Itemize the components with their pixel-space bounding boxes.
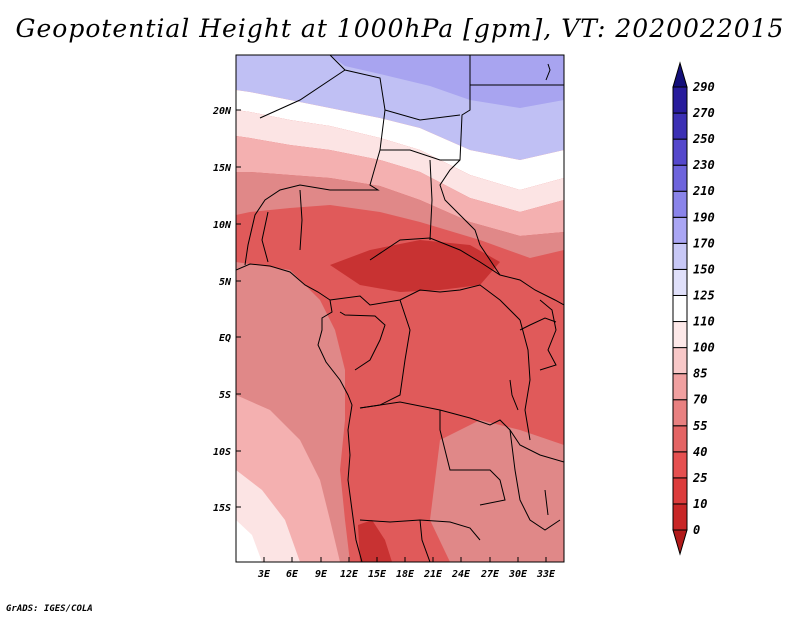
colorbar-label: 85 bbox=[693, 367, 707, 381]
lat-tick-label: 10S bbox=[213, 447, 231, 458]
height-field bbox=[236, 55, 564, 562]
field-ocean-white bbox=[236, 520, 262, 562]
colorbar-swatch bbox=[672, 425, 688, 453]
field-deep-red-core bbox=[330, 240, 500, 292]
lon-tick-label: 30E bbox=[508, 569, 528, 580]
colorbar-swatch bbox=[672, 399, 688, 427]
lat-tick-label: EQ bbox=[219, 333, 231, 344]
colorbar-label: 290 bbox=[692, 80, 715, 94]
colorbar-swatch bbox=[672, 268, 688, 296]
lat-tick-label: 5S bbox=[219, 390, 231, 401]
lon-tick-label: 3E bbox=[257, 569, 271, 580]
colorbar-swatch bbox=[672, 503, 688, 531]
colorbar: 0 10 25 40 55 70 85 100 110 125 150 170 190 210 230 250… bbox=[672, 61, 715, 556]
lon-tick-label: 15E bbox=[368, 569, 387, 580]
grads-credit: GrADS: IGES/COLA bbox=[6, 604, 93, 614]
colorbar-swatch bbox=[672, 138, 688, 166]
colorbar-swatch bbox=[672, 216, 688, 244]
colorbar-swatch bbox=[672, 477, 688, 505]
colorbar-label: 25 bbox=[692, 471, 707, 485]
lon-tick-label: 27E bbox=[480, 569, 500, 580]
colorbar-label: 150 bbox=[693, 262, 715, 276]
latitude-axis: 20N 15N 10N 5N EQ 5S 10S 15S bbox=[212, 106, 241, 514]
colorbar-label: 110 bbox=[693, 315, 715, 329]
field-pink-band-2 bbox=[236, 136, 564, 236]
colorbar-label: 190 bbox=[693, 210, 715, 224]
colorbar-swatch bbox=[672, 451, 688, 479]
lat-tick-label: 5N bbox=[219, 277, 232, 288]
lon-tick-label: 9E bbox=[315, 569, 328, 580]
lat-tick-label: 15S bbox=[213, 503, 231, 514]
map-frame bbox=[235, 54, 565, 563]
lat-tick-label: 10N bbox=[213, 220, 232, 231]
colorbar-swatch bbox=[672, 112, 688, 140]
lon-tick-label: 12E bbox=[340, 569, 359, 580]
colorbar-label: 230 bbox=[692, 158, 715, 172]
chart-title: Geopotential Height at 1000hPa [gpm], VT… bbox=[15, 14, 785, 43]
country-borders bbox=[236, 55, 564, 562]
colorbar-label: 70 bbox=[693, 393, 707, 407]
lon-tick-label: 18E bbox=[396, 569, 415, 580]
colorbar-label: 0 bbox=[693, 523, 700, 537]
field-southeast-salmon bbox=[430, 420, 564, 562]
colorbar-label: 10 bbox=[693, 497, 707, 511]
colorbar-swatch bbox=[672, 321, 688, 349]
colorbar-label: 250 bbox=[692, 132, 715, 146]
colorbar-label: 270 bbox=[692, 106, 715, 120]
colorbar-label: 100 bbox=[693, 341, 715, 355]
colorbar-swatch bbox=[672, 242, 688, 270]
lon-tick-label: 6E bbox=[286, 569, 299, 580]
field-white-band bbox=[236, 90, 564, 190]
colorbar-swatch bbox=[672, 190, 688, 218]
colorbar-label: 55 bbox=[693, 419, 707, 433]
colorbar-bottom-arrow bbox=[672, 529, 688, 556]
field-pink-band bbox=[236, 110, 564, 212]
field-deep-red-south bbox=[358, 520, 392, 562]
colorbar-label: 125 bbox=[693, 288, 715, 302]
lon-tick-label: 24E bbox=[451, 569, 471, 580]
colorbar-label: 170 bbox=[693, 236, 715, 250]
lon-tick-label: 33E bbox=[536, 569, 556, 580]
field-salmon-band bbox=[236, 172, 564, 258]
colorbar-top-arrow bbox=[672, 61, 688, 88]
colorbar-swatch bbox=[672, 373, 688, 401]
lon-tick-label: 21E bbox=[423, 569, 443, 580]
colorbar-label: 40 bbox=[693, 445, 707, 459]
colorbar-swatch bbox=[672, 294, 688, 323]
colorbar-swatch bbox=[672, 86, 688, 114]
lat-tick-label: 20N bbox=[212, 106, 232, 117]
colorbar-swatch bbox=[672, 164, 688, 192]
longitude-axis: 3E 6E 9E 12E 15E 18E 21E 24E 27E 30E 33E bbox=[257, 557, 556, 580]
lat-tick-label: 15N bbox=[213, 163, 232, 174]
colorbar-swatch bbox=[672, 347, 688, 375]
field-blue-core bbox=[330, 55, 564, 108]
colorbar-label: 210 bbox=[692, 184, 715, 198]
